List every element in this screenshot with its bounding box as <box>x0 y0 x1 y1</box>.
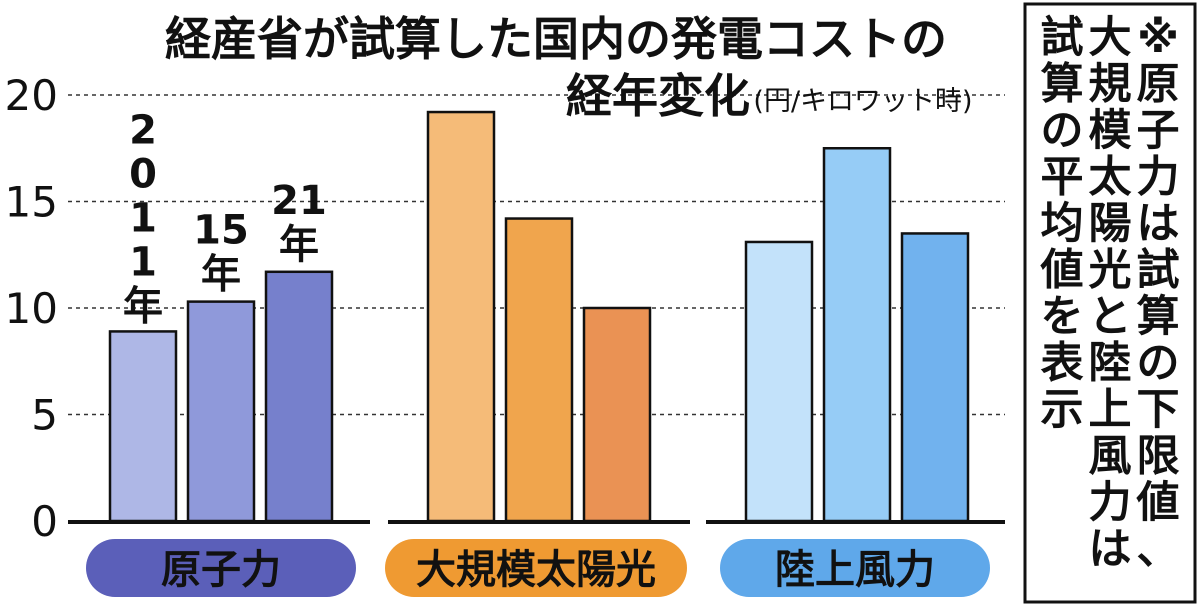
note-char: は <box>1089 525 1132 575</box>
note-char: 模 <box>1089 106 1132 156</box>
note-char: 平 <box>1041 153 1084 203</box>
note-char: 風 <box>1089 432 1132 482</box>
note-char: 規 <box>1089 60 1132 110</box>
note-char: 、 <box>1137 525 1180 575</box>
note-char: 値 <box>1040 246 1084 296</box>
note-char: の <box>1041 106 1084 156</box>
note-char: 陽 <box>1089 199 1132 249</box>
series-label-char: 1 <box>129 195 157 241</box>
note-char: 試 <box>1041 13 1084 63</box>
note-char: の <box>1137 339 1180 389</box>
series-label-char: 年 <box>123 283 163 329</box>
note-char: 太 <box>1089 153 1132 203</box>
bar-大規模太陽光-15年 <box>504 217 574 523</box>
unit-label: (円/キロワット時) <box>753 86 972 117</box>
series-label-suffix: 年 <box>201 252 241 298</box>
chart-title-line2: 経年変化 <box>566 69 750 123</box>
note-char: 示 <box>1041 385 1084 435</box>
category-pill <box>720 539 990 597</box>
y-tick-label: 10 <box>5 284 58 333</box>
note-char: 表 <box>1041 339 1084 389</box>
note-char: 力 <box>1089 478 1132 528</box>
category-label: 原子力 <box>161 547 281 593</box>
category-label: 陸上風力 <box>775 547 935 593</box>
y-tick-label: 0 <box>31 497 58 546</box>
y-axis-ticks: 0 5 10 15 20 <box>5 71 58 546</box>
bar-原子力-21年 <box>264 270 334 523</box>
note-char: は <box>1137 199 1180 249</box>
note-char: 子 <box>1137 106 1180 156</box>
note-char: 均 <box>1041 199 1084 249</box>
bar-陸上風力-2011年 <box>744 240 814 523</box>
y-tick-label: 20 <box>5 71 58 120</box>
y-tick-label: 15 <box>5 178 58 227</box>
category-pill <box>86 539 356 597</box>
series-label-char: 2 <box>129 107 157 153</box>
bars <box>108 110 970 523</box>
bar-大規模太陽光-21年 <box>582 306 652 523</box>
note-box <box>1023 2 1197 604</box>
note-char: 大 <box>1089 13 1132 63</box>
note-char: 光 <box>1089 246 1132 296</box>
bar-大規模太陽光-2011年 <box>426 110 496 523</box>
note-char: 原 <box>1137 60 1180 110</box>
series-label: 21 <box>271 178 327 224</box>
note-char: 上 <box>1089 385 1132 435</box>
note-char: 陸 <box>1089 339 1132 389</box>
note-char: ※ <box>1137 13 1179 63</box>
note-char: 算 <box>1137 292 1180 342</box>
bar-陸上風力-15年 <box>822 147 892 523</box>
note-char: 試 <box>1137 246 1180 296</box>
note-char: 力 <box>1137 153 1180 203</box>
category-pill <box>385 539 687 597</box>
y-tick-label: 5 <box>31 391 58 440</box>
note-char: 下 <box>1137 385 1180 435</box>
bar-原子力-2011年 <box>108 330 178 523</box>
note-char: 算 <box>1041 60 1084 110</box>
chart-title-line1: 経産省が試算した国内の発電コストの <box>165 12 947 66</box>
note-char: を <box>1041 292 1084 342</box>
note-char: 値 <box>1136 478 1180 528</box>
series-label-char: 1 <box>129 239 157 285</box>
category-label: 大規模太陽光 <box>416 547 656 593</box>
note-char: 限 <box>1137 432 1180 482</box>
series-label: 15 <box>193 208 249 254</box>
bar-陸上風力-21年 <box>900 232 970 523</box>
category-labels: 原子力 大規模太陽光 陸上風力 <box>86 539 990 597</box>
bar-原子力-15年 <box>186 300 256 523</box>
series-label-suffix: 年 <box>279 222 319 268</box>
series-label-char: 0 <box>129 151 157 197</box>
note-char: と <box>1089 292 1132 342</box>
